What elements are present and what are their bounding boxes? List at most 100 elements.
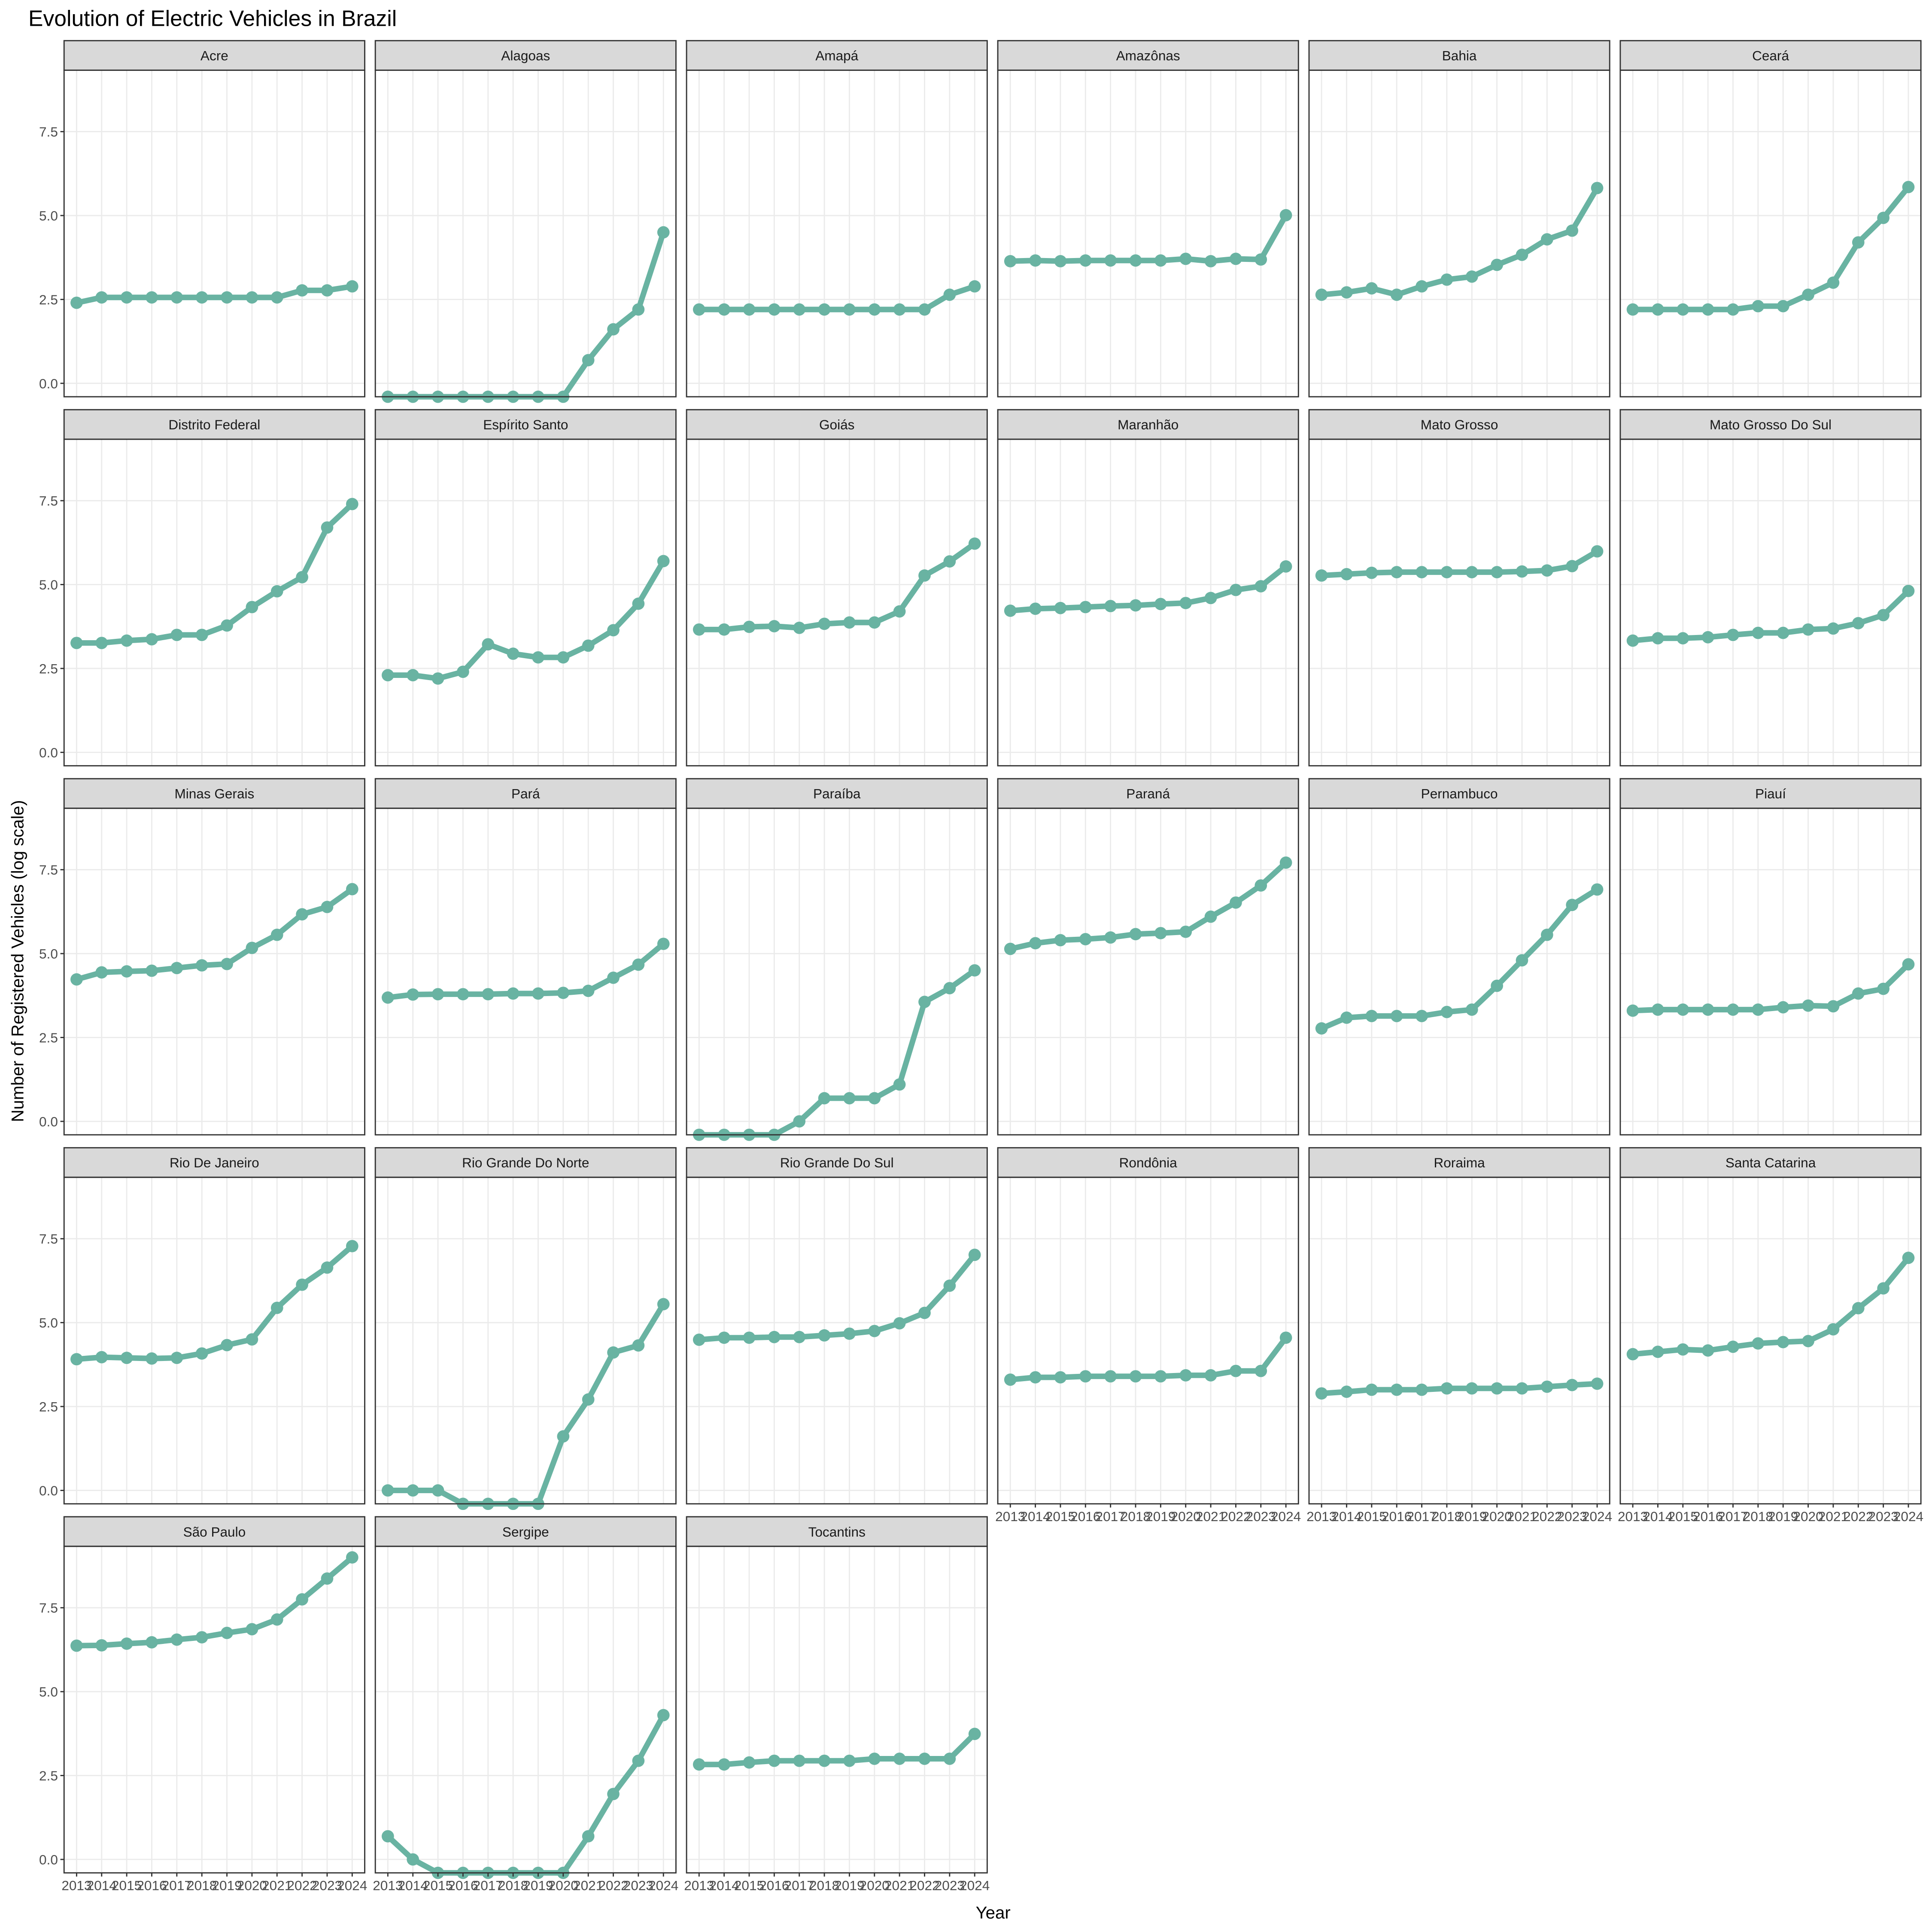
data-point: [1054, 934, 1067, 947]
data-point: [221, 291, 233, 304]
x-tick-label: 2021: [573, 1877, 603, 1893]
x-tick-label: 2022: [1843, 1509, 1873, 1524]
data-point: [457, 665, 469, 678]
data-point: [1340, 1012, 1353, 1024]
x-tick-label: 2022: [287, 1877, 317, 1893]
data-point: [1727, 629, 1739, 641]
strip-label: Santa Catarina: [1725, 1155, 1816, 1170]
data-point: [582, 1830, 595, 1843]
data-point: [195, 1631, 208, 1643]
data-point: [1129, 599, 1142, 612]
data-point: [768, 620, 781, 632]
panel-border: [1619, 438, 1922, 767]
data-point: [1540, 928, 1553, 941]
data-point: [1440, 273, 1453, 286]
data-point: [793, 1754, 806, 1767]
x-tick-label: 2016: [448, 1877, 478, 1893]
x-tick-label: 2019: [523, 1877, 553, 1893]
data-point: [1416, 280, 1428, 293]
data-point: [246, 1623, 258, 1636]
data-point: [1279, 560, 1292, 573]
data-point: [1104, 1370, 1117, 1383]
data-point: [270, 1613, 283, 1626]
data-point: [146, 1636, 158, 1649]
data-point: [346, 1240, 358, 1252]
data-point: [557, 651, 570, 664]
data-point: [918, 569, 931, 582]
data-point: [407, 1853, 419, 1866]
data-point: [843, 303, 856, 316]
strip: [686, 40, 988, 71]
panel-border: [63, 1176, 365, 1505]
data-point: [793, 1331, 806, 1343]
panel-background: [998, 808, 1299, 1135]
x-tick-label: 2021: [1818, 1509, 1848, 1524]
data-point: [1390, 566, 1403, 578]
strip-label: Minas Gerais: [174, 786, 254, 802]
data-point: [1701, 631, 1714, 644]
data-point: [943, 555, 956, 568]
data-point: [1230, 583, 1242, 596]
x-tick-label: 2014: [709, 1877, 739, 1893]
data-point: [1701, 1344, 1714, 1357]
x-tick-label: 2017: [1096, 1509, 1126, 1524]
panel-background: [1620, 808, 1921, 1135]
data-point: [1129, 1370, 1142, 1383]
data-point: [1315, 289, 1328, 301]
panel-border: [374, 70, 677, 398]
x-tick-label: 2020: [860, 1877, 890, 1893]
x-axis-title: Year: [976, 1903, 1011, 1922]
data-point: [1652, 303, 1664, 316]
chart-title: Evolution of Electric Vehicles in Brazil: [28, 6, 397, 30]
x-tick-label: 2015: [1045, 1509, 1075, 1524]
strip: [1619, 778, 1922, 809]
x-tick-label: 2018: [498, 1877, 528, 1893]
data-point: [1129, 254, 1142, 267]
panel-border: [997, 1176, 1299, 1505]
data-point: [843, 1327, 856, 1340]
data-point: [943, 1753, 956, 1765]
data-point: [246, 942, 258, 954]
data-point: [1591, 182, 1604, 194]
x-tick-label: 2021: [1196, 1509, 1226, 1524]
y-tick-label: 0.0: [39, 1852, 58, 1867]
data-point: [557, 987, 570, 999]
x-tick-label: 2018: [1432, 1509, 1462, 1524]
data-point: [693, 623, 705, 636]
data-point: [1752, 626, 1765, 639]
strip: [374, 778, 677, 809]
strip: [686, 409, 988, 440]
data-point: [1255, 879, 1267, 892]
data-point: [968, 537, 981, 550]
data-point: [170, 291, 183, 304]
data-point: [431, 1484, 444, 1497]
data-point: [407, 988, 419, 1001]
data-point: [1752, 1003, 1765, 1016]
x-tick-label: 2013: [1306, 1509, 1337, 1524]
strip: [1308, 1147, 1610, 1178]
y-tick-label: 2.5: [39, 1030, 58, 1045]
data-point: [868, 303, 881, 316]
data-point: [893, 605, 906, 618]
data-point: [532, 651, 544, 664]
strip-label: Rio De Janeiro: [170, 1155, 259, 1170]
data-point: [170, 1352, 183, 1364]
data-point: [321, 1572, 334, 1585]
x-tick-label: 2020: [1482, 1509, 1512, 1524]
data-point: [95, 291, 108, 304]
data-point: [1752, 1337, 1765, 1350]
x-tick-label: 2022: [909, 1877, 939, 1893]
x-tick-label: 2013: [995, 1509, 1025, 1524]
y-tick-label: 7.5: [39, 493, 58, 509]
y-tick-label: 2.5: [39, 661, 58, 676]
data-point: [1315, 569, 1328, 582]
panel-background: [375, 1546, 676, 1873]
data-point: [1315, 1387, 1328, 1400]
data-point: [1802, 289, 1814, 301]
data-point: [321, 1261, 334, 1274]
data-point: [657, 226, 670, 239]
data-point: [1340, 568, 1353, 580]
data-point: [768, 1331, 781, 1343]
y-tick-label: 0.0: [39, 1483, 58, 1498]
data-point: [1852, 236, 1865, 249]
